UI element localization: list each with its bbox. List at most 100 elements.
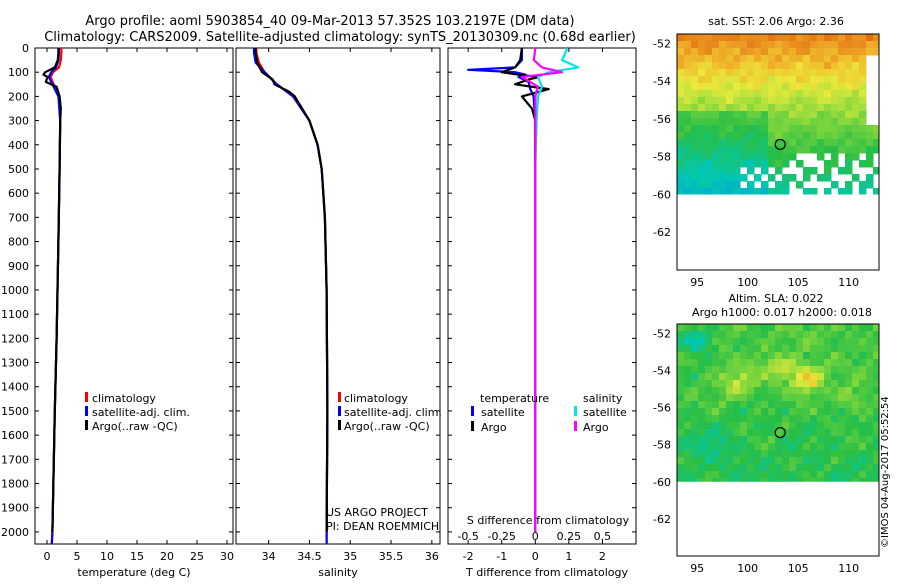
- map-cell: [866, 331, 874, 339]
- map-cell: [684, 331, 692, 339]
- map-cell: [789, 331, 797, 339]
- depth-tick-label: 1600: [1, 429, 29, 442]
- map-cell: [824, 139, 832, 147]
- map-cell: [775, 338, 783, 346]
- map-cell: [719, 174, 727, 182]
- map-cell: [754, 359, 762, 367]
- map-cell: [754, 401, 762, 409]
- map-cell: [747, 125, 755, 133]
- map-cell: [852, 394, 860, 402]
- map-cell: [747, 139, 755, 147]
- map-cell: [761, 450, 769, 458]
- map-cell: [754, 338, 762, 346]
- map-cell: [838, 69, 846, 77]
- map-cell: [859, 401, 867, 409]
- map-cell: [845, 331, 853, 339]
- map-cell: [747, 373, 755, 381]
- map-cell: [852, 69, 860, 77]
- map-cell: [740, 338, 748, 346]
- map-cell: [726, 41, 734, 49]
- map-cell: [712, 478, 720, 482]
- map-cell: [845, 90, 853, 98]
- map-cell: [859, 48, 867, 56]
- map-cell: [873, 132, 879, 140]
- map-lat-tick-label: -60: [653, 188, 671, 201]
- map-cell: [733, 373, 741, 381]
- salinity-plot-frame: [235, 47, 441, 545]
- map-cell: [796, 471, 804, 479]
- map-cell: [796, 160, 804, 168]
- map-cell: [831, 401, 839, 409]
- map-cell: [691, 450, 699, 458]
- map-cell: [817, 139, 825, 147]
- map-cell: [705, 324, 713, 332]
- map-cell: [803, 111, 811, 119]
- map-cell: [852, 34, 860, 42]
- map-cell: [873, 408, 879, 416]
- legend-label-temp-satellite: satellite: [481, 406, 525, 419]
- map-cell: [747, 324, 755, 332]
- map-cell: [761, 104, 769, 112]
- map-cell: [852, 111, 860, 119]
- map-cell: [761, 62, 769, 70]
- map-cell: [810, 380, 818, 388]
- map-lat-tick-label: -62: [653, 513, 671, 526]
- map-cell: [740, 34, 748, 42]
- map-cell: [810, 118, 818, 126]
- map-cell: [705, 373, 713, 381]
- map-cell: [740, 464, 748, 472]
- map-cell: [831, 457, 839, 465]
- map-cell: [824, 125, 832, 133]
- map-cell: [705, 345, 713, 353]
- map-cell: [712, 181, 720, 189]
- map-cell: [684, 83, 692, 91]
- map-cell: [761, 181, 769, 189]
- map-cell: [852, 118, 860, 126]
- map-cell: [740, 62, 748, 70]
- map-cell: [852, 48, 860, 56]
- map-cell: [761, 125, 769, 133]
- map-cell: [782, 331, 790, 339]
- map-cell: [845, 366, 853, 374]
- map-cell: [803, 48, 811, 56]
- map-cell: [845, 48, 853, 56]
- map-cell: [712, 62, 720, 70]
- map-cell: [803, 443, 811, 451]
- map-cell: [698, 387, 706, 395]
- map-cell: [852, 83, 860, 91]
- map-cell: [754, 345, 762, 353]
- map-cell: [740, 436, 748, 444]
- map-cell: [775, 373, 783, 381]
- map-cell: [740, 478, 748, 482]
- map-cell: [775, 380, 783, 388]
- map-cell: [712, 55, 720, 63]
- map-cell: [873, 457, 879, 465]
- depth-tick-label: 100: [8, 66, 29, 79]
- map-cell: [866, 457, 874, 465]
- map-cell: [705, 111, 713, 119]
- map-cell: [775, 76, 783, 84]
- map-cell: [796, 132, 804, 140]
- figure-title-line2: Climatology: CARS2009. Satellite-adjuste…: [44, 30, 636, 45]
- map-cell: [768, 422, 776, 430]
- map-cell: [852, 401, 860, 409]
- map-cell: [712, 366, 720, 374]
- map-cell: [719, 125, 727, 133]
- map-cell: [831, 153, 839, 161]
- temperature-tick-label: 25: [190, 550, 204, 563]
- map-cell: [705, 90, 713, 98]
- map-cell: [768, 174, 776, 182]
- map-cell: [733, 471, 741, 479]
- map-cell: [747, 111, 755, 119]
- map-cell: [677, 366, 685, 374]
- map-cell: [859, 338, 867, 346]
- map-cell: [684, 345, 692, 353]
- map-cell: [866, 181, 874, 189]
- map-cell: [684, 167, 692, 175]
- map-cell: [782, 415, 790, 423]
- map-cell: [831, 104, 839, 112]
- map-cell: [684, 443, 692, 451]
- project-credit-line2: PI: DEAN ROEMMICH: [326, 520, 439, 533]
- map-cell: [761, 160, 769, 168]
- map-cell: [691, 324, 699, 332]
